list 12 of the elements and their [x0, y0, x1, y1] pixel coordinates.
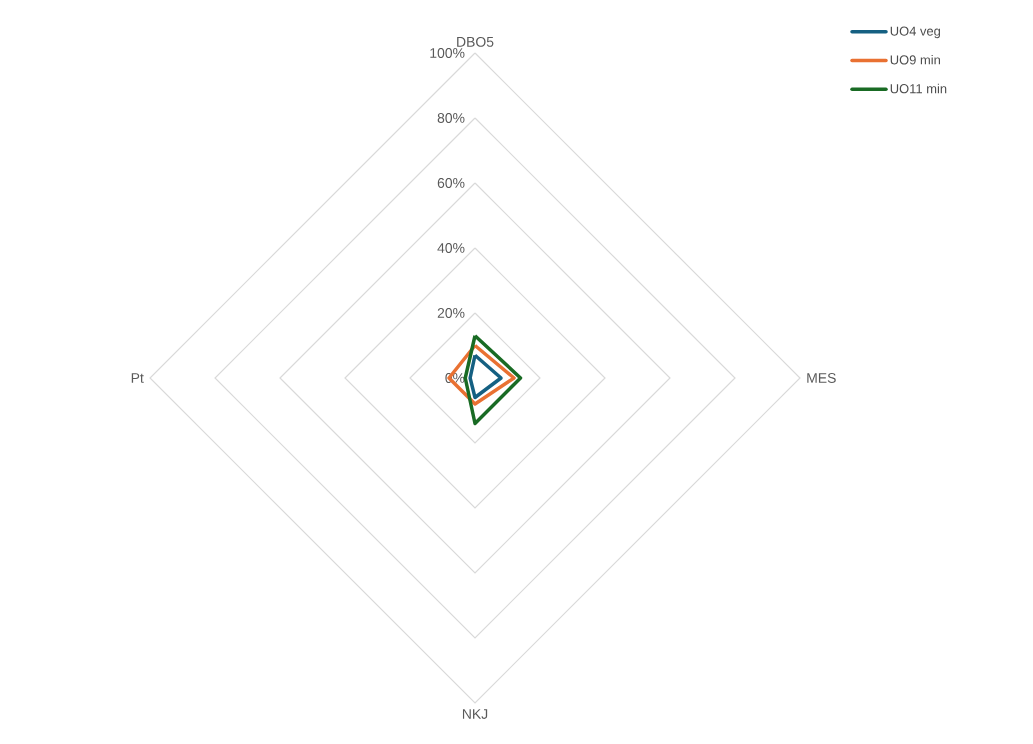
legend-label: UO11 min [890, 83, 947, 94]
y-tick-label: 80% [437, 113, 465, 123]
spoke-label: Pt [131, 373, 144, 383]
y-tick-label: 40% [437, 243, 465, 253]
y-tick-label: 60% [437, 178, 465, 188]
spoke-label: MES [807, 373, 836, 383]
y-tick-label: 20% [437, 308, 465, 318]
spoke-label: DBO5 [457, 36, 494, 47]
y-tick-label: 100% [430, 48, 465, 58]
legend-label: UO4 veg [890, 26, 941, 39]
legend-label: UO9 min [890, 54, 940, 65]
spoke-label: NKJ [462, 709, 488, 719]
